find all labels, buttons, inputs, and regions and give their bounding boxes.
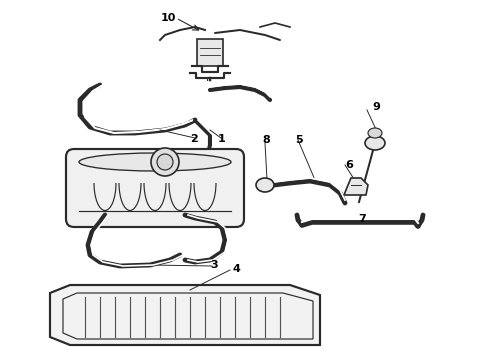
Text: 6: 6 [345, 160, 353, 170]
Circle shape [151, 148, 179, 176]
Ellipse shape [79, 153, 231, 171]
Text: 10: 10 [160, 13, 176, 23]
Polygon shape [50, 285, 320, 345]
Text: 4: 4 [232, 264, 240, 274]
Text: 2: 2 [190, 134, 198, 144]
Ellipse shape [368, 128, 382, 138]
Ellipse shape [365, 136, 385, 150]
Text: 5: 5 [295, 135, 303, 145]
Text: 1: 1 [218, 134, 226, 144]
Text: 8: 8 [262, 135, 270, 145]
Circle shape [157, 154, 173, 170]
Polygon shape [344, 178, 368, 195]
Text: 7: 7 [358, 214, 366, 224]
Text: 3: 3 [210, 260, 218, 270]
Text: 9: 9 [372, 102, 380, 112]
FancyBboxPatch shape [197, 39, 223, 66]
FancyBboxPatch shape [66, 149, 244, 227]
Ellipse shape [256, 178, 274, 192]
